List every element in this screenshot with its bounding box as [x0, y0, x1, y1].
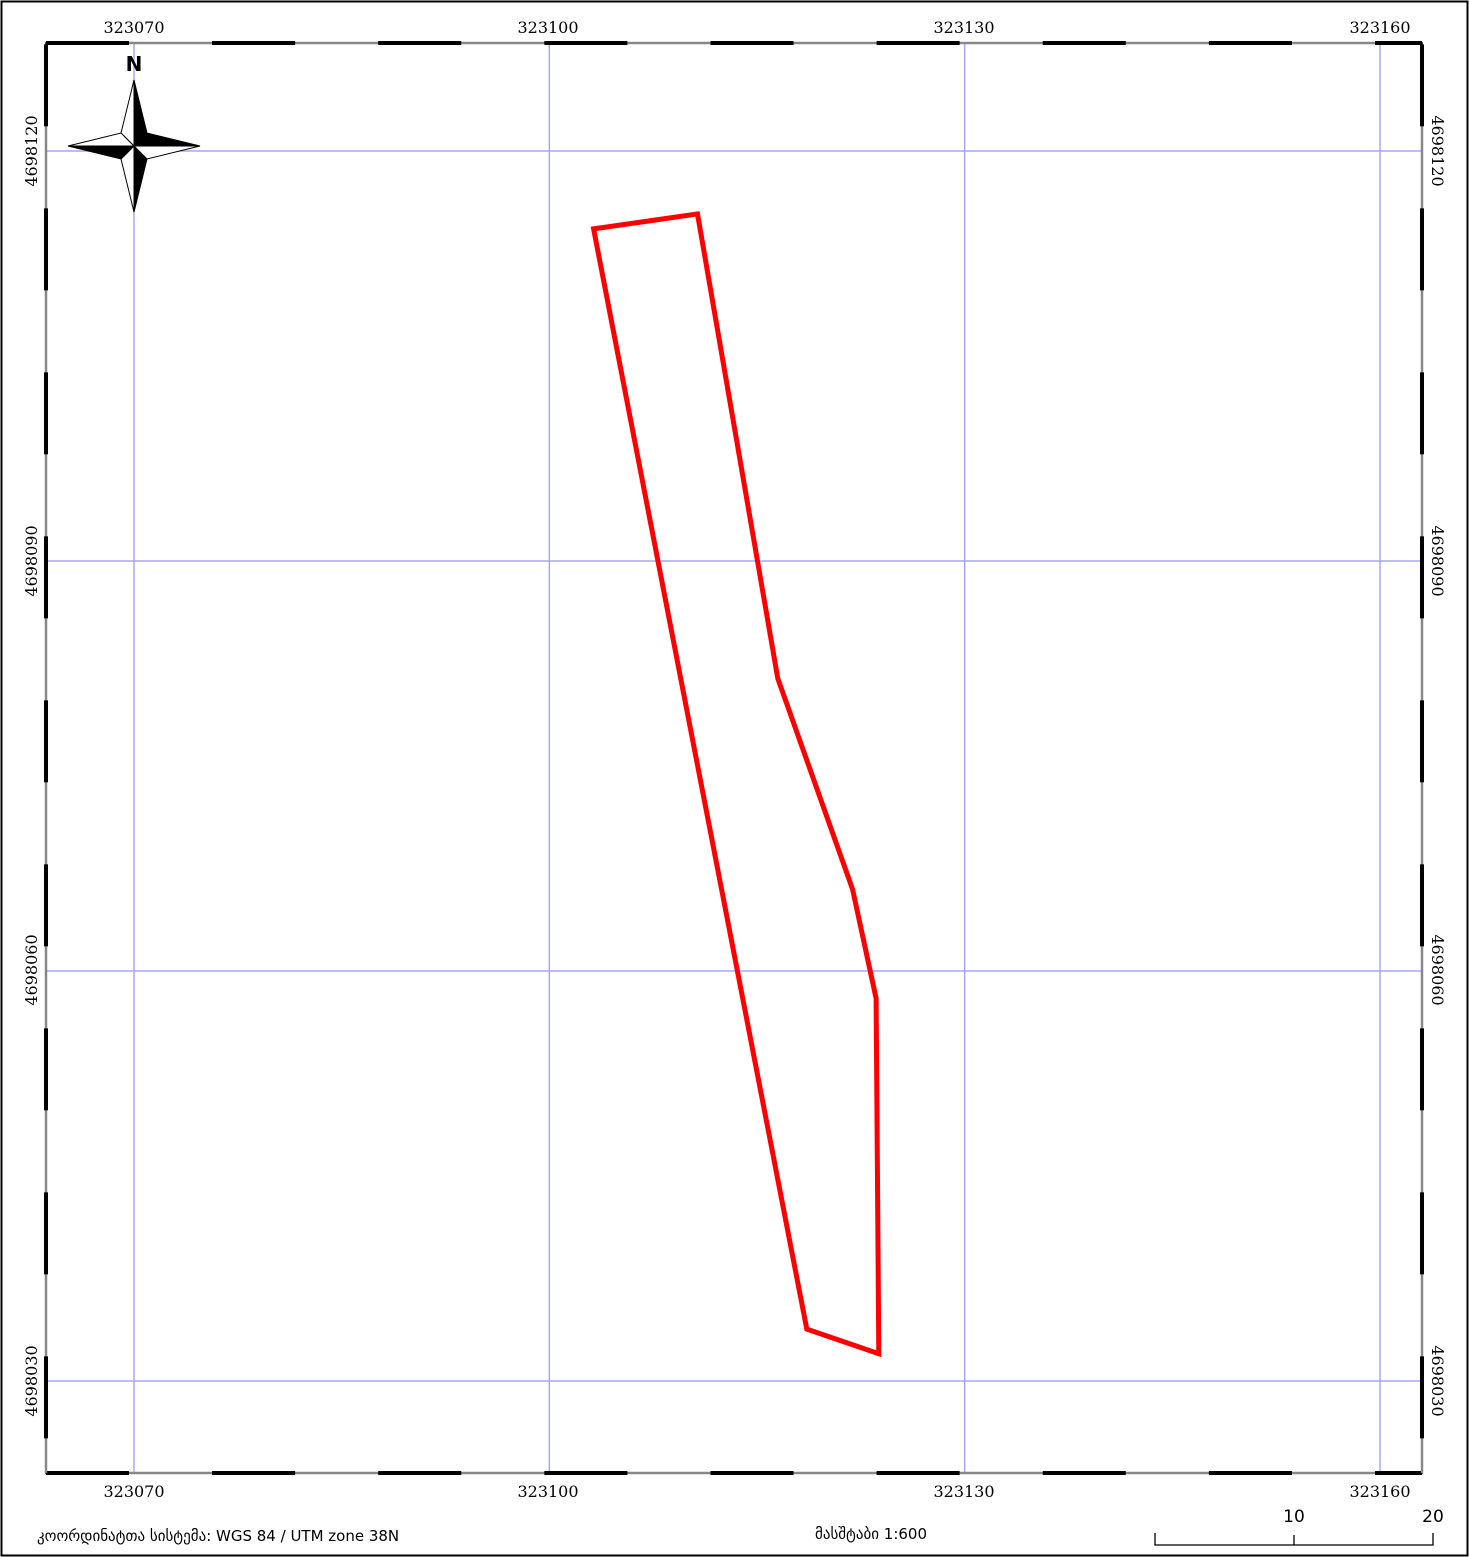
- northing-label: 4698060: [22, 934, 41, 1005]
- northing-labels-right: 4698120 4698090 4698060 4698030: [1428, 115, 1447, 1416]
- easting-label: 323130: [933, 18, 994, 37]
- northing-label: 4698090: [1428, 525, 1447, 596]
- scale-bar-label: 10: [1283, 1507, 1305, 1527]
- scale-text: მასშტაბი 1:600: [815, 1525, 927, 1543]
- north-label: N: [126, 52, 143, 76]
- graticule-grid: [46, 43, 1422, 1473]
- north-arrow: N: [67, 52, 201, 213]
- parcel-polygon: [590, 211, 882, 1358]
- northing-labels-left: 4698120 4698090 4698060 4698030: [22, 115, 41, 1416]
- crs-text: კოორდინატთა სისტემა: WGS 84 / UTM zone 3…: [37, 1527, 399, 1545]
- easting-label: 323100: [517, 1482, 578, 1501]
- easting-labels-top: 323070 323100 323130 323160: [103, 18, 1410, 37]
- scale-bar: 10 20: [1154, 1507, 1444, 1546]
- northing-label: 4698060: [1428, 934, 1447, 1005]
- easting-label: 323070: [103, 18, 164, 37]
- northing-label: 4698030: [22, 1345, 41, 1416]
- easting-label: 323070: [103, 1482, 164, 1501]
- northing-label: 4698120: [22, 115, 41, 186]
- scale-bar-label: 20: [1422, 1507, 1444, 1527]
- northing-label: 4698090: [22, 525, 41, 596]
- easting-labels-bottom: 323070 323100 323130 323160: [103, 1482, 1410, 1501]
- northing-label: 4698030: [1428, 1345, 1447, 1416]
- northing-label: 4698120: [1428, 115, 1447, 186]
- easting-label: 323160: [1349, 18, 1410, 37]
- map-frame: [45, 42, 1423, 1474]
- neatline-dashes: [44, 41, 1424, 1475]
- easting-label: 323100: [517, 18, 578, 37]
- north-arrow-icon: [67, 79, 201, 213]
- easting-label: 323160: [1349, 1482, 1410, 1501]
- easting-label: 323130: [933, 1482, 994, 1501]
